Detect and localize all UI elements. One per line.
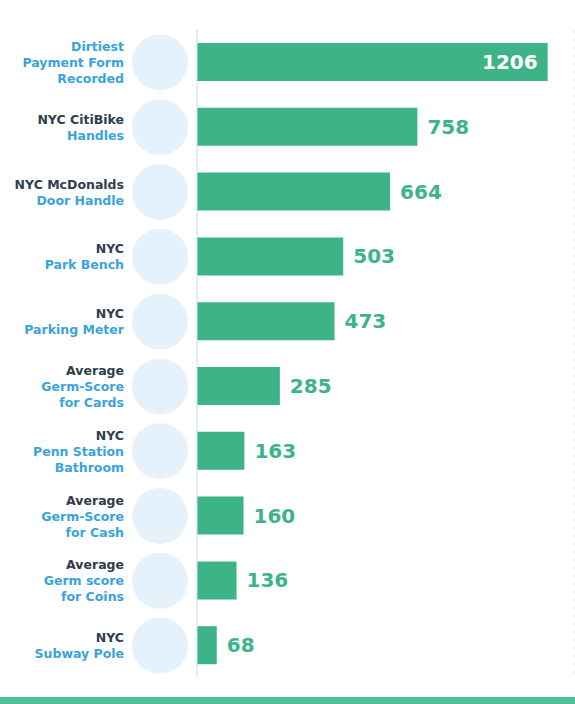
svg-text:Average: Average bbox=[66, 363, 124, 378]
svg-text:for Coins: for Coins bbox=[61, 589, 124, 604]
svg-text:Average: Average bbox=[66, 493, 124, 508]
svg-text:Average: Average bbox=[66, 557, 124, 572]
svg-text:Germ-Score: Germ-Score bbox=[41, 509, 124, 524]
svg-text:NYC: NYC bbox=[96, 306, 124, 321]
svg-text:for Cards: for Cards bbox=[59, 395, 124, 410]
svg-text:NYC: NYC bbox=[96, 241, 124, 256]
svg-text:Park Bench: Park Bench bbox=[45, 257, 124, 272]
svg-text:Handles: Handles bbox=[67, 128, 124, 143]
svg-text:Bathroom: Bathroom bbox=[55, 460, 124, 475]
svg-text:664: 664 bbox=[400, 180, 442, 204]
svg-text:Germ score: Germ score bbox=[44, 573, 124, 588]
svg-text:NYC: NYC bbox=[96, 428, 124, 443]
svg-text:503: 503 bbox=[353, 244, 395, 268]
svg-text:Germ-Score: Germ-Score bbox=[41, 379, 124, 394]
svg-text:160: 160 bbox=[254, 504, 296, 528]
svg-text:Dirtiest: Dirtiest bbox=[71, 39, 124, 54]
svg-text:Subway Pole: Subway Pole bbox=[35, 646, 124, 661]
svg-text:Parking Meter: Parking Meter bbox=[24, 322, 125, 337]
svg-text:Penn Station: Penn Station bbox=[33, 444, 124, 459]
svg-text:Payment Form: Payment Form bbox=[22, 55, 124, 70]
svg-text:136: 136 bbox=[247, 568, 289, 592]
svg-text:285: 285 bbox=[290, 374, 332, 398]
svg-text:758: 758 bbox=[427, 115, 469, 139]
svg-text:NYC: NYC bbox=[96, 630, 124, 645]
svg-text:Recorded: Recorded bbox=[57, 71, 124, 86]
svg-text:1206: 1206 bbox=[482, 50, 538, 74]
svg-text:Door Handle: Door Handle bbox=[36, 193, 124, 208]
svg-text:for Cash: for Cash bbox=[66, 525, 125, 540]
svg-text:163: 163 bbox=[254, 439, 296, 463]
svg-text:473: 473 bbox=[345, 309, 387, 333]
svg-text:NYC CitiBike: NYC CitiBike bbox=[37, 112, 124, 127]
svg-text:NYC McDonalds: NYC McDonalds bbox=[15, 177, 124, 192]
svg-text:68: 68 bbox=[227, 633, 255, 657]
